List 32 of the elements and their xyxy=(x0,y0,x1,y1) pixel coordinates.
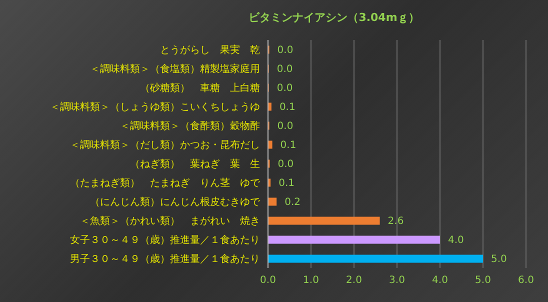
data-label: 2.6 xyxy=(388,216,404,228)
chart-title: ビタミンナイアシン（3.04mｇ） xyxy=(248,10,420,25)
data-label: 0.1 xyxy=(280,140,296,152)
y-tick-label: ＜調味料類＞（だし類）かつお・昆布だし xyxy=(70,139,260,152)
x-tick-label: 0.0 xyxy=(260,275,276,286)
y-tick-label: （たまねぎ類） たまねぎ りん茎 ゆで xyxy=(70,177,261,190)
data-label: 0.2 xyxy=(284,197,301,208)
y-tick-label: ＜調味料類＞（しょうゆ類）こいくちしょうゆ xyxy=(50,101,260,114)
data-label: 0.1 xyxy=(278,178,294,190)
y-tick-label: （にんじん類）にんじん根皮むきゆで xyxy=(90,196,261,208)
x-tick-label: 2.0 xyxy=(346,275,362,286)
y-tick-label: ＜魚類＞（かれい類） まがれい 焼き xyxy=(80,215,260,228)
y-tick-label: とうがらし 果実 乾 xyxy=(160,44,260,56)
data-label: 0.0 xyxy=(276,64,293,76)
data-label: 5.0 xyxy=(491,254,507,266)
data-label: 0.0 xyxy=(278,159,294,170)
x-tick-label: 1.0 xyxy=(303,275,319,286)
data-label: 0.0 xyxy=(277,45,294,56)
x-tick-label: 4.0 xyxy=(432,275,448,286)
y-tick-label: ＜調味料類＞（食酢類）穀物酢 xyxy=(120,120,260,132)
data-label: 0.0 xyxy=(277,121,294,132)
y-tick-label: （ねぎ類） 葉ねぎ 葉 生 xyxy=(130,158,260,170)
x-tick-label: 3.0 xyxy=(389,275,405,286)
x-tick-label: 5.0 xyxy=(475,275,491,286)
y-tick-label: ＜調味料類＞（食塩類）精製塩家庭用 xyxy=(90,63,260,76)
y-tick-label: 男子３０～４９（歳）推進量／１食あたり xyxy=(70,253,260,266)
data-label: 0.0 xyxy=(276,83,293,94)
data-label: 0.1 xyxy=(279,102,296,114)
x-tick-label: 6.0 xyxy=(518,275,534,286)
y-tick-label: 女子３０～４９（歳）推進量／１食あたり xyxy=(70,234,260,246)
data-label: 4.0 xyxy=(448,235,464,246)
y-tick-label: （砂糖類） 車糖 上白糖 xyxy=(140,82,260,94)
